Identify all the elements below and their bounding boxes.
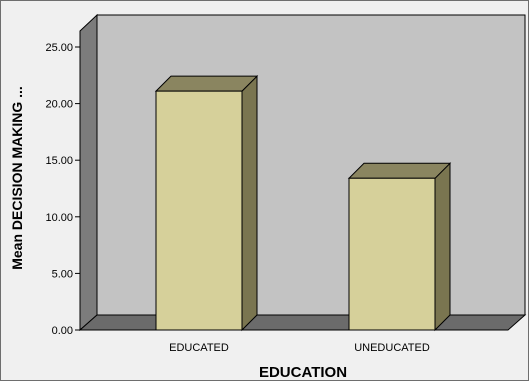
chart-floor	[78, 314, 527, 331]
bar-side	[434, 162, 451, 332]
y-tick-label: 15.00	[45, 155, 73, 167]
bars-group	[154, 74, 452, 332]
x-category-label: UNEDUCATED	[354, 342, 430, 354]
chart-left-wall	[79, 13, 98, 332]
x-axis-label: EDUCATION	[259, 364, 347, 381]
bar-front	[155, 90, 243, 331]
bar-top	[347, 162, 452, 179]
y-axis-label: Mean DECISION MAKING ...	[9, 86, 25, 270]
y-tick-label: 10.00	[45, 212, 73, 224]
bar-top	[154, 75, 259, 92]
y-tick-label: 5.00	[52, 268, 73, 280]
y-tick-label: 20.00	[45, 99, 73, 111]
y-tick-label: 25.00	[45, 42, 73, 54]
bar-side	[241, 74, 258, 332]
category-labels: EDUCATED UNEDUCATED	[169, 342, 430, 354]
x-category-label: EDUCATED	[169, 342, 229, 354]
y-axis-ticks: 0.00 5.00 10.00 15.00 20.00 25.00	[45, 42, 80, 337]
bar-front	[348, 177, 436, 331]
y-tick-label: 0.00	[52, 325, 73, 337]
